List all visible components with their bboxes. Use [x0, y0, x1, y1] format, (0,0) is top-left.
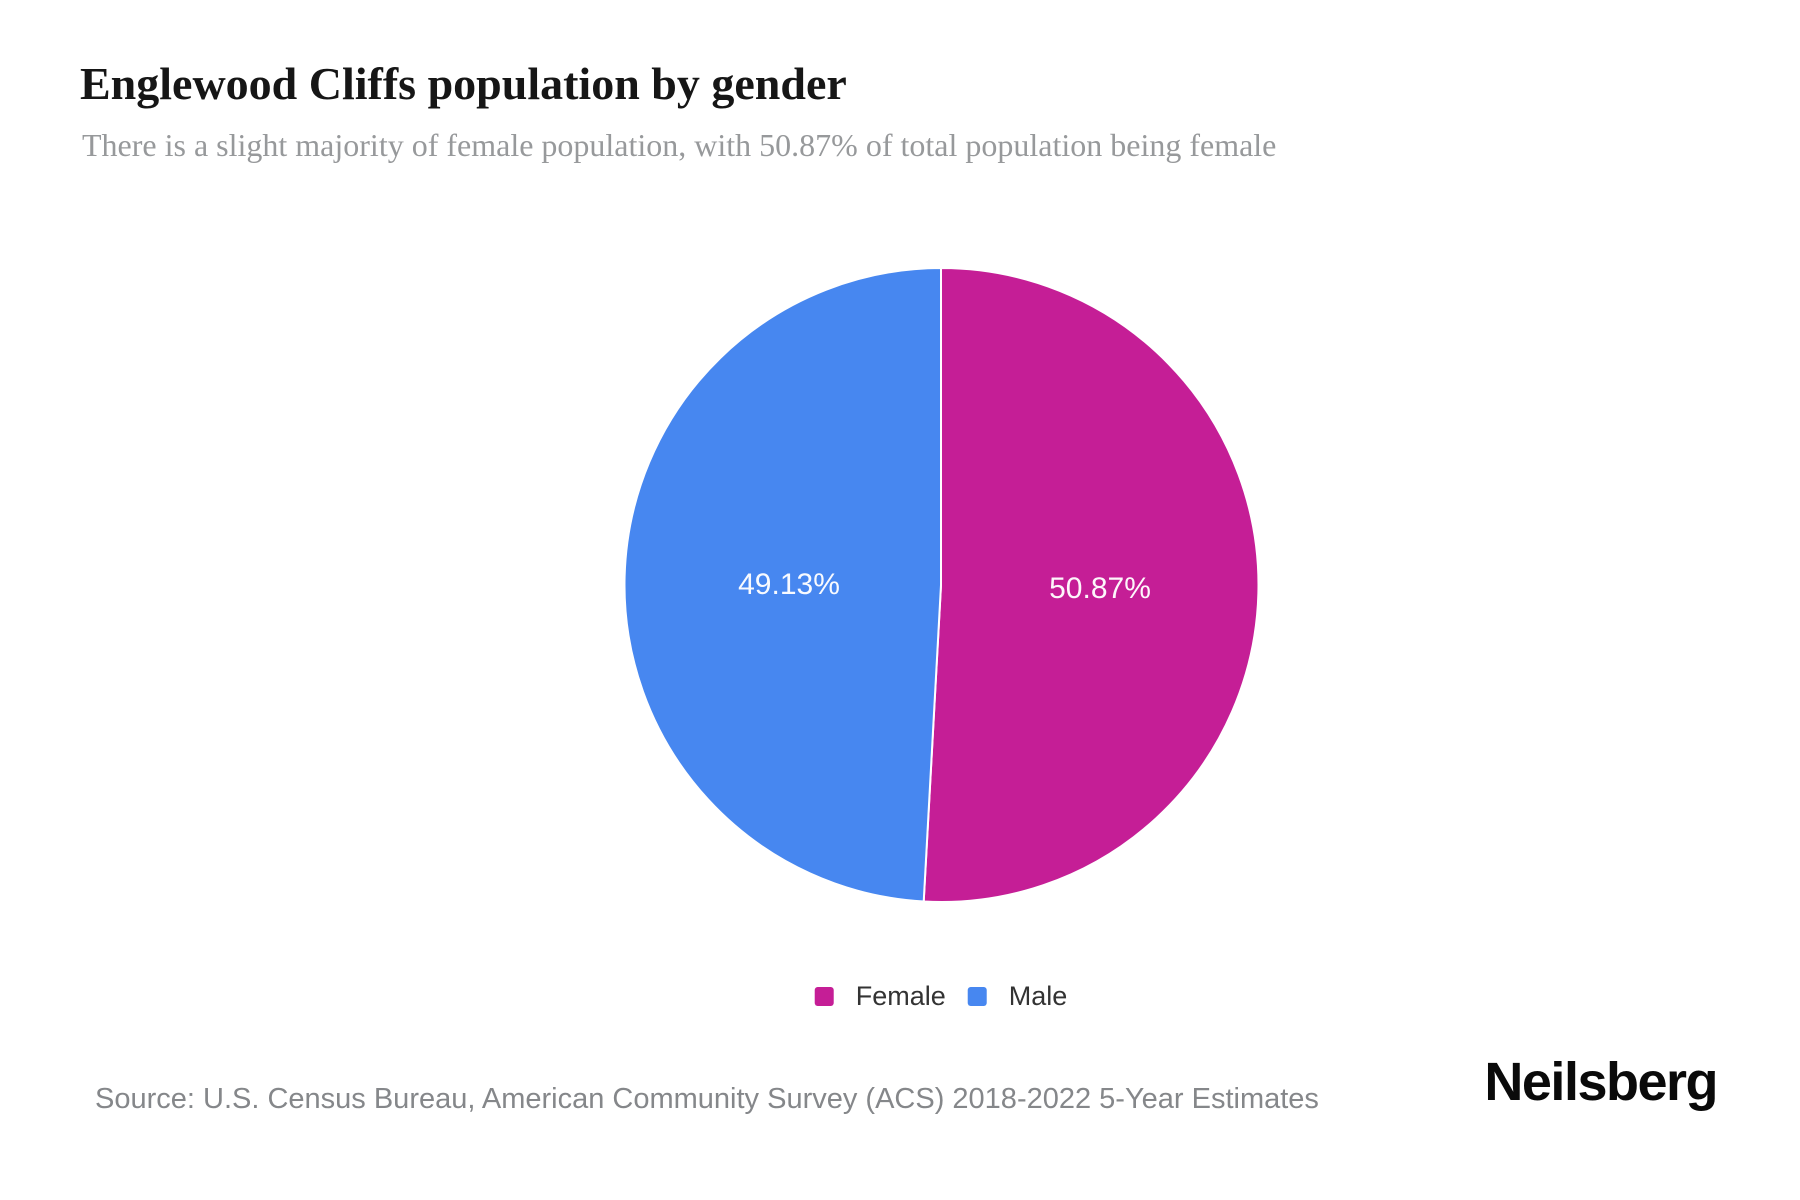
pie-slice-male[interactable]	[623, 267, 942, 903]
legend-swatch-female	[814, 987, 834, 1006]
legend-item-male[interactable]: Male	[967, 981, 1068, 1011]
page-title: Englewood Cliffs population by gender	[80, 58, 847, 109]
chart-subtitle: There is a slight majority of female pop…	[82, 127, 1277, 163]
pie-label-male: 49.13%	[738, 568, 840, 601]
legend-label-female: Female	[855, 981, 946, 1011]
pie-label-female: 50.87%	[1049, 572, 1151, 605]
source-attribution: Source: U.S. Census Bureau, American Com…	[95, 1083, 1319, 1115]
legend-swatch-male	[967, 987, 987, 1006]
pie-slice-female[interactable]	[922, 267, 1260, 903]
neilsberg-logo: Neilsberg	[1484, 1052, 1718, 1112]
legend-label-male: Male	[1008, 981, 1068, 1011]
legend: Female Male	[814, 981, 1068, 1011]
legend-item-female[interactable]: Female	[814, 981, 946, 1011]
